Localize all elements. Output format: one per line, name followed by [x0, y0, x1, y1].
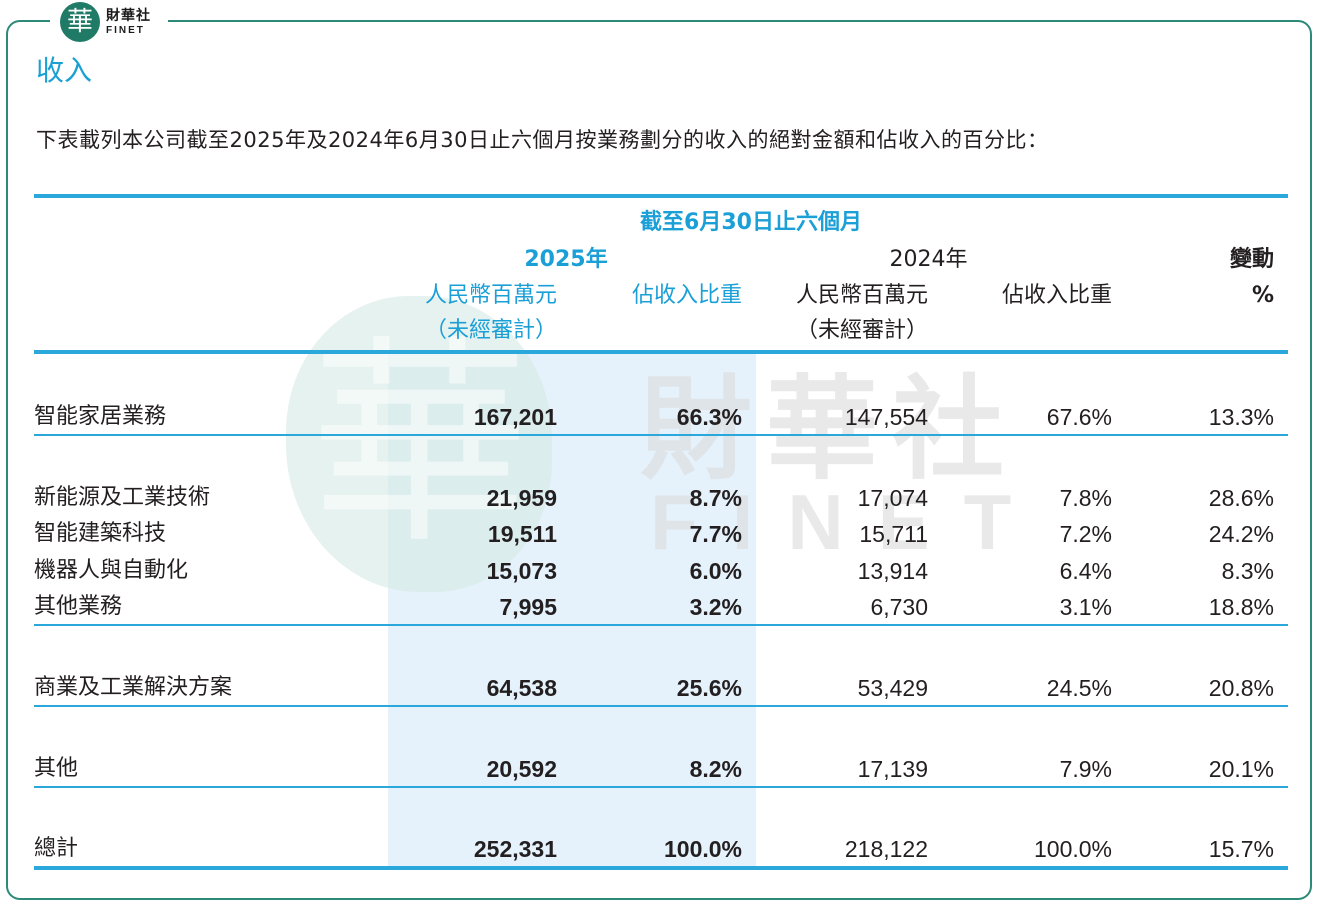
value-2024: 13,914 [857, 558, 928, 584]
share-2025: 66.3% [676, 404, 742, 430]
share-2024: 7.8% [1059, 485, 1112, 511]
total-value-2025: 252,331 [473, 836, 557, 862]
share-2024: 7.9% [1059, 756, 1112, 782]
change-pct: 24.2% [1208, 521, 1274, 547]
table-top-rule [34, 194, 1288, 198]
change-header: 變動 [1229, 247, 1274, 272]
value-2025: 167,201 [473, 404, 557, 430]
total-share-2024: 100.0% [1033, 836, 1112, 862]
share-2025: 3.2% [689, 594, 742, 620]
value-2024: 17,139 [857, 756, 928, 782]
page-frame [6, 20, 1312, 900]
table-bottom-rule [34, 866, 1288, 870]
col-share-2025: 佔收入比重 [631, 283, 742, 308]
row-label: 智能建築科技 [34, 521, 167, 546]
share-2025: 7.7% [689, 521, 742, 547]
share-2025: 8.2% [689, 756, 742, 782]
year-2024-header: 2024年 [889, 247, 968, 272]
value-2024: 53,429 [857, 675, 928, 701]
header-bottom-rule [34, 350, 1288, 354]
value-2024: 147,554 [844, 404, 928, 430]
share-2025: 8.7% [689, 485, 742, 511]
intro-paragraph: 下表載列本公司截至2025年及2024年6月30日止六個月按業務劃分的收入的絕對… [36, 128, 1049, 152]
value-2024: 15,711 [859, 521, 928, 547]
row-label: 其他業務 [34, 594, 123, 619]
row-label: 新能源及工業技術 [34, 485, 211, 510]
value-2025: 64,538 [486, 675, 557, 701]
share-2024: 3.1% [1059, 594, 1112, 620]
watermark-seal [286, 296, 552, 592]
change-pct: 8.3% [1221, 558, 1274, 584]
row-divider [34, 434, 1288, 436]
period-header: 截至6月30日止六個月 [640, 210, 862, 235]
col-rmb-2025: 人民幣百萬元 [424, 283, 557, 308]
watermark-name-cn: 財華社 [640, 365, 1018, 495]
change-pct: 20.1% [1208, 756, 1274, 782]
total-label: 總計 [34, 836, 79, 861]
section-title: 收入 [36, 54, 93, 87]
value-2024: 17,074 [857, 485, 928, 511]
value-2025: 15,073 [486, 558, 557, 584]
share-2024: 6.4% [1059, 558, 1112, 584]
share-2025: 25.6% [676, 675, 742, 701]
year-2025-header: 2025年 [524, 247, 608, 272]
row-label: 其他 [34, 756, 79, 781]
share-2024: 67.6% [1046, 404, 1112, 430]
total-share-2025: 100.0% [663, 836, 742, 862]
change-pct: 13.3% [1208, 404, 1274, 430]
total-change-pct: 15.7% [1208, 836, 1274, 862]
share-2024: 24.5% [1046, 675, 1112, 701]
row-label: 機器人與自動化 [34, 558, 189, 583]
share-2025: 6.0% [689, 558, 742, 584]
value-2025: 19,511 [487, 521, 557, 547]
col-unaudited-2025: （未經審計） [424, 318, 557, 343]
watermark-name-en: FINET [650, 478, 1046, 566]
col-unaudited-2024: （未經審計） [795, 318, 928, 343]
share-2024: 7.2% [1059, 521, 1112, 547]
change-pct: 18.8% [1208, 594, 1274, 620]
col-rmb-2024: 人民幣百萬元 [795, 283, 928, 308]
change-pct: 20.8% [1208, 675, 1274, 701]
row-label: 商業及工業解決方案 [34, 675, 233, 700]
value-2025: 21,959 [486, 485, 557, 511]
row-divider [34, 786, 1288, 788]
value-2024: 6,730 [870, 594, 928, 620]
row-divider [34, 624, 1288, 626]
change-pct: 28.6% [1208, 485, 1274, 511]
change-unit: % [1251, 283, 1274, 308]
watermark-seal-char: 華 [309, 317, 530, 573]
finet-seal-logo: 華 [60, 2, 100, 42]
value-2025: 7,995 [499, 594, 557, 620]
total-value-2024: 218,122 [844, 836, 928, 862]
value-2025: 20,592 [486, 756, 557, 782]
row-divider [34, 705, 1288, 707]
row-label: 智能家居業務 [34, 404, 167, 429]
logo-name-cn: 財華社 [106, 8, 151, 24]
col-share-2024: 佔收入比重 [1001, 283, 1112, 308]
logo-name-en: FINET [106, 25, 145, 36]
